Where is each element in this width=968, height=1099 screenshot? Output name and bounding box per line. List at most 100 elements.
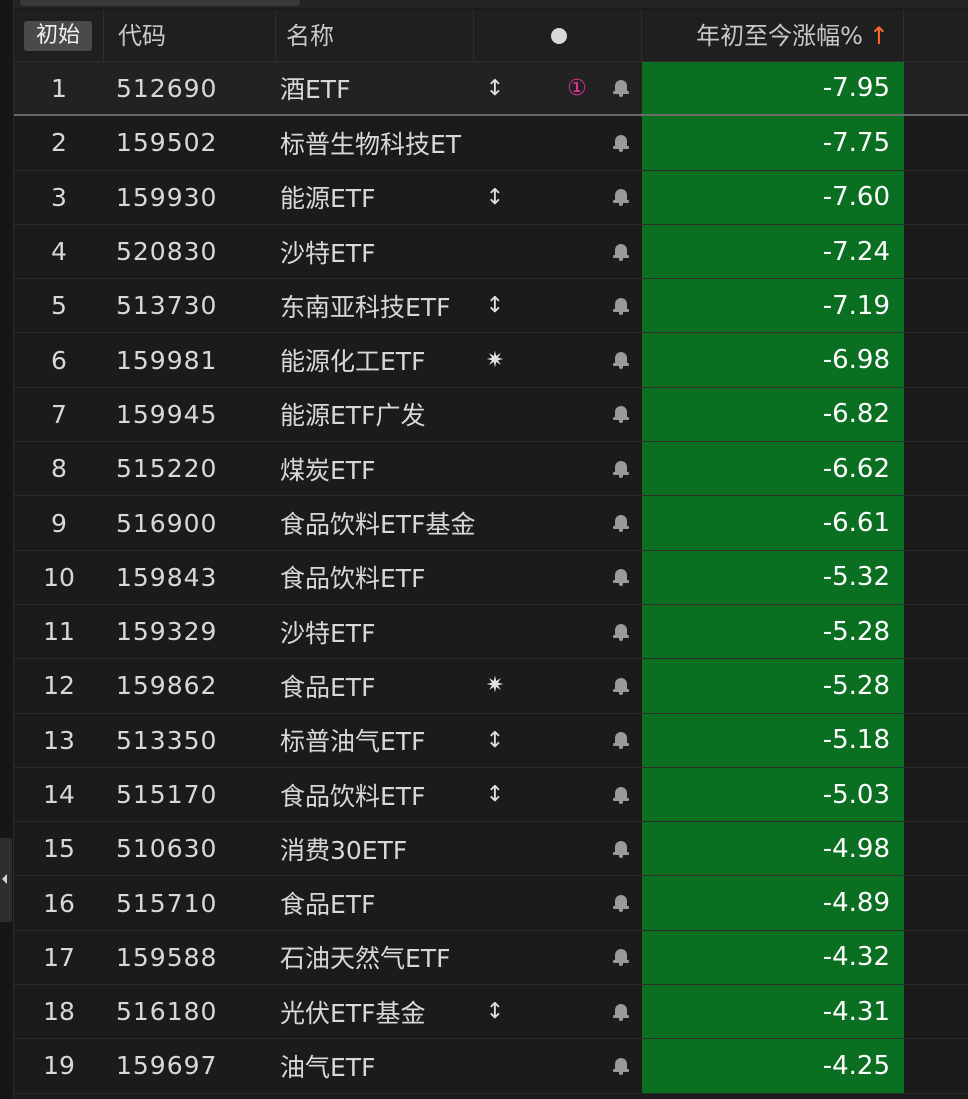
table-row[interactable]: 12 159862 食品ETF ✷ -5.28 (14, 659, 968, 714)
row-index: 8 (51, 454, 67, 484)
alert-bell-cell[interactable] (606, 279, 636, 332)
ytd-change-value: -6.62 (642, 442, 904, 496)
alert-bell-cell[interactable] (606, 442, 636, 495)
table-header: 初始 代码 名称 年初至今涨幅% ↑ (14, 10, 968, 62)
bell-icon (613, 404, 629, 424)
table-row[interactable]: 9 516900 食品饮料ETF基金 -6.61 (14, 496, 968, 551)
row-index: 15 (43, 834, 75, 864)
bell-icon (613, 133, 629, 153)
table-row[interactable]: 1 512690 酒ETF ↕ ① -7.95 (14, 62, 968, 117)
etf-code: 515170 (116, 780, 218, 809)
alert-bell-cell[interactable] (606, 116, 636, 169)
horizontal-scrollbar-thumb[interactable] (20, 0, 300, 6)
etf-name: 标普生物科技ET (280, 129, 462, 159)
alert-bell-cell[interactable] (606, 605, 636, 658)
bell-icon (613, 513, 629, 533)
alert-bell-cell[interactable] (606, 551, 636, 604)
table-row[interactable]: 7 159945 能源ETF广发 -6.82 (14, 387, 968, 443)
row-index: 6 (51, 345, 67, 375)
alert-bell-cell[interactable] (606, 876, 636, 929)
marker-badge (562, 225, 592, 278)
etf-name: 食品饮料ETF (280, 781, 426, 811)
ytd-change-value: -5.03 (642, 767, 904, 822)
column-header-extra (904, 10, 968, 62)
etf-name: 酒ETF (280, 75, 351, 105)
row-flag-icon (480, 116, 510, 169)
etf-name: 石油天然气ETF (280, 944, 451, 974)
etf-name: 能源ETF (280, 184, 376, 214)
column-header-code[interactable]: 代码 (104, 10, 276, 62)
etf-code: 159981 (116, 345, 218, 375)
marker-badge (562, 605, 592, 658)
sort-ascending-icon: ↑ (868, 22, 889, 50)
ytd-change-value: -7.19 (642, 279, 904, 333)
row-flag-icon (480, 1039, 510, 1092)
alert-bell-cell[interactable] (606, 62, 636, 114)
table-row[interactable]: 3 159930 能源ETF ↕ -7.60 (14, 170, 968, 225)
column-header-ytd-change[interactable]: 年初至今涨幅% ↑ (642, 10, 904, 62)
table-row[interactable]: 8 515220 煤炭ETF -6.62 (14, 442, 968, 497)
alert-bell-cell[interactable] (606, 388, 636, 441)
ytd-change-value: -7.24 (642, 224, 904, 279)
extra-column-cell (904, 985, 968, 1038)
table-row[interactable]: 15 510630 消费30ETF -4.98 (14, 822, 968, 877)
column-header-name[interactable]: 名称 (276, 10, 474, 62)
row-flag-icon (480, 551, 510, 604)
row-index: 11 (43, 617, 75, 647)
column-header-marker[interactable] (474, 10, 642, 62)
ytd-change-value: -4.89 (642, 876, 904, 930)
alert-bell-cell[interactable] (606, 768, 636, 821)
etf-name: 光伏ETF基金 (280, 998, 426, 1028)
table-row[interactable]: 13 513350 标普油气ETF ↕ -5.18 (14, 713, 968, 768)
alert-bell-cell[interactable] (606, 985, 636, 1038)
etf-name: 消费30ETF (280, 835, 408, 865)
ytd-change-value: -6.82 (642, 387, 904, 442)
alert-bell-cell[interactable] (606, 822, 636, 875)
row-flag-icon: ✷ (485, 347, 505, 373)
marker-badge (562, 822, 592, 875)
alert-bell-cell[interactable] (606, 171, 636, 224)
row-flag-icon: ↕ (485, 727, 505, 753)
table-row[interactable]: 18 516180 光伏ETF基金 ↕ -4.31 (14, 985, 968, 1040)
alert-bell-cell[interactable] (606, 931, 636, 984)
row-index: 10 (43, 562, 75, 592)
bell-icon (613, 296, 629, 316)
row-flag-icon (480, 225, 510, 278)
reset-sort-button[interactable]: 初始 (24, 21, 92, 51)
bell-icon (613, 1056, 629, 1076)
alert-bell-cell[interactable] (606, 714, 636, 767)
row-flag-icon (480, 388, 510, 441)
table-row[interactable]: 5 513730 东南亚科技ETF ↕ -7.19 (14, 279, 968, 334)
bell-icon (613, 622, 629, 642)
marker-badge (562, 116, 592, 169)
alert-bell-cell[interactable] (606, 659, 636, 712)
table-row[interactable]: 2 159502 标普生物科技ET -7.75 (14, 116, 968, 171)
ytd-change-value: -4.98 (642, 822, 904, 876)
table-row[interactable]: 11 159329 沙特ETF -5.28 (14, 604, 968, 660)
table-row[interactable]: 4 520830 沙特ETF -7.24 (14, 224, 968, 280)
alert-bell-cell[interactable] (606, 1039, 636, 1092)
etf-code: 516180 (116, 997, 218, 1027)
etf-name: 食品ETF (280, 672, 376, 702)
bell-icon (613, 676, 629, 696)
etf-code: 159862 (116, 671, 218, 701)
etf-name: 能源ETF广发 (280, 401, 426, 431)
extra-column-cell (904, 605, 968, 658)
row-index: 3 (51, 182, 67, 212)
alert-bell-cell[interactable] (606, 225, 636, 278)
collapse-panel-handle[interactable] (0, 838, 12, 922)
table-row[interactable]: 6 159981 能源化工ETF ✷ -6.98 (14, 333, 968, 388)
alert-bell-cell[interactable] (606, 333, 636, 386)
extra-column-cell (904, 1039, 968, 1092)
row-index: 5 (51, 291, 67, 321)
table-row[interactable]: 10 159843 食品饮料ETF -5.32 (14, 550, 968, 605)
table-row[interactable]: 14 515170 食品饮料ETF ↕ -5.03 (14, 767, 968, 823)
row-flag-icon (480, 876, 510, 929)
table-row[interactable]: 17 159588 石油天然气ETF -4.32 (14, 930, 968, 986)
etf-code: 515220 (116, 454, 218, 484)
table-row[interactable]: 16 515710 食品ETF -4.89 (14, 876, 968, 931)
bell-icon (613, 893, 629, 913)
etf-code: 512690 (116, 73, 218, 103)
table-row[interactable]: 19 159697 油气ETF -4.25 (14, 1039, 968, 1094)
alert-bell-cell[interactable] (606, 496, 636, 549)
